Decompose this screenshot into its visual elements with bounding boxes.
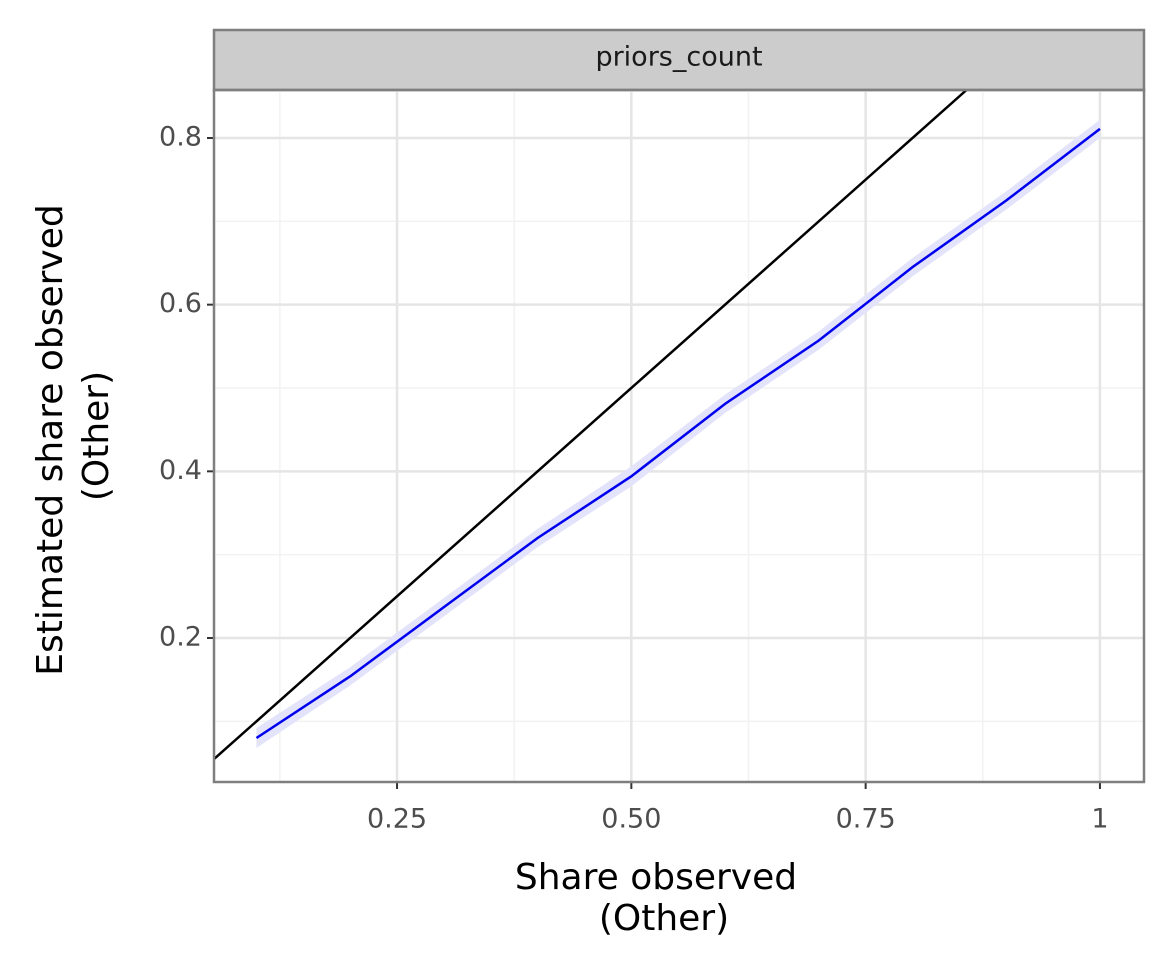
line bbox=[214, 90, 968, 761]
x-tick-label: 0.25 bbox=[367, 804, 427, 835]
y-tick-label: 0.4 bbox=[159, 455, 202, 486]
facet-label: priors_count bbox=[595, 42, 762, 73]
x-tick-label: 1 bbox=[1091, 804, 1108, 835]
y-tick-label: 0.6 bbox=[159, 288, 202, 319]
x-axis-label: Share observed bbox=[515, 857, 797, 898]
y-axis-label: (Other) bbox=[76, 371, 117, 501]
y-axis-label: Estimated share observed bbox=[30, 204, 71, 675]
x-tick-label: 0.75 bbox=[836, 804, 896, 835]
facet-strip bbox=[212, 28, 1146, 92]
x-tick-label: 0.50 bbox=[601, 804, 661, 835]
x-axis-label: (Other) bbox=[599, 898, 729, 939]
y-tick-label: 0.2 bbox=[159, 622, 202, 653]
panel-border bbox=[212, 88, 1146, 784]
line bbox=[255, 127, 1101, 740]
y-tick-label: 0.8 bbox=[159, 122, 202, 153]
